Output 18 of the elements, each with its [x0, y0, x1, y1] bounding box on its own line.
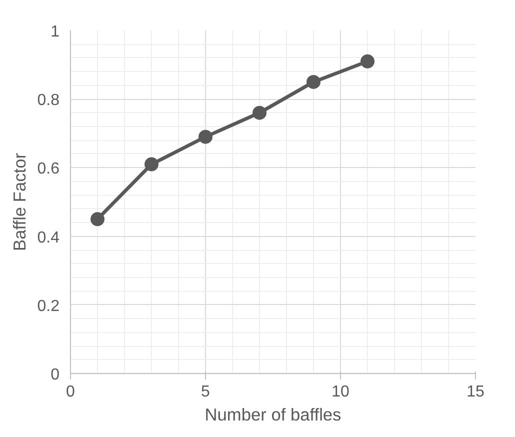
point — [90, 212, 104, 226]
x-tick-label: 10 — [332, 384, 350, 400]
x-tick-label: 0 — [66, 384, 76, 400]
x-axis-title: Number of baffles — [204, 404, 342, 424]
y-tick-label: 1 — [50, 24, 60, 40]
y-tick-label: 0.2 — [37, 298, 60, 315]
x-tick-label: 5 — [201, 384, 210, 400]
y-tick-label: 0.4 — [37, 229, 60, 246]
point — [144, 157, 158, 172]
x-tick-label: 15 — [466, 384, 484, 400]
y-tick-label: 0.6 — [37, 160, 60, 178]
point — [252, 106, 266, 120]
point — [198, 130, 212, 144]
y-tick-label: 0.8 — [37, 92, 60, 110]
point — [360, 54, 374, 68]
point — [306, 74, 320, 89]
y-tick-label: 0 — [50, 366, 60, 384]
y-axis-title: Baffle Factor — [9, 152, 30, 251]
